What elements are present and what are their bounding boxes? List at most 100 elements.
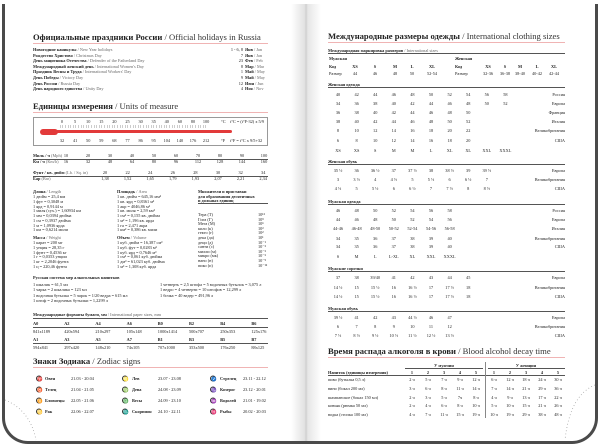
alcohol-measure: 1 шкалик = 61,5 мл <box>33 282 69 287</box>
holiday-name-ru: Новогодние каникулы <box>33 47 77 52</box>
women-hours: 30 ч <box>554 377 562 382</box>
zodiac-sign-icon: ♌ <box>122 375 129 382</box>
holiday-name-ru: Международный женский день <box>33 63 94 69</box>
size-cell: 44 ½ <box>408 315 417 320</box>
size-cell: 39/40 <box>370 275 381 280</box>
size-cell: 8 <box>467 186 470 191</box>
marking-title-ru: Международная маркировка размеров <box>328 48 404 53</box>
drink-name: шампанское (бокал 150 мл) <box>328 394 379 400</box>
bar-value: 1,65 <box>146 176 154 181</box>
size-cell: 40 <box>391 101 396 106</box>
zodiac-sign-icon: ♐ <box>210 375 217 382</box>
size-cell: 35 <box>354 244 359 249</box>
mass-item: 1 карат = 200 мг <box>33 240 63 246</box>
mph-value: 10 <box>63 153 69 158</box>
month-ru: Мар <box>245 63 254 69</box>
size-cell: 9 <box>392 324 395 329</box>
divider <box>33 318 268 319</box>
women-hours: 36 ч <box>554 385 562 391</box>
code-label: Код <box>455 64 463 69</box>
mph-value: 60 <box>173 153 179 158</box>
zodiac-dates: 21.04 - 21.05 <box>71 387 94 392</box>
psi-value: 26 <box>170 170 175 175</box>
size-cell: M <box>354 254 359 259</box>
size-cell: XXL <box>426 254 436 259</box>
size-cell: 50 <box>466 110 471 115</box>
alcohol-measure: 1 ведро = 4 четверти = 10 штофов = 12,29… <box>160 287 242 293</box>
size-cell: 8 <box>374 324 377 329</box>
speed-kmh-label-ru: Км / ч <box>33 159 45 164</box>
size-cell: 17 <box>428 294 434 299</box>
prefix-name: Мега (М) <box>198 221 216 227</box>
area-item: 1 га = 2,471 акра <box>117 222 148 228</box>
paper-title: Международные форматы бумаги, мм / Inter… <box>33 312 161 317</box>
kmh-value: 144 <box>238 159 246 164</box>
women-hours: 18 ч <box>522 377 530 382</box>
alcohol-measures-title: Русская система мер алкогольных напитков <box>33 275 120 280</box>
count-header: 2 <box>508 370 512 375</box>
marking-title: Международная маркировка размеров / Inte… <box>328 48 438 53</box>
size-cell: 20 <box>466 138 471 143</box>
celsius-tick-label: 60 <box>177 119 183 124</box>
size-cell: 38 <box>373 101 378 106</box>
divider <box>328 204 565 205</box>
holiday-name: День Победы / Victory Day <box>33 75 83 80</box>
planner-spread <box>2 4 598 444</box>
psi-value: 32 <box>238 170 243 175</box>
size-code: XL <box>429 64 435 69</box>
column-divider <box>485 362 486 418</box>
size-cell: 12 ½ <box>426 333 436 338</box>
men-hours: 9 ч <box>457 377 463 382</box>
speed-kmh-label-en: (Km/h) <box>44 159 59 164</box>
size-cell: 6 <box>392 186 395 191</box>
paper-format: B6 <box>251 321 257 326</box>
paper-size: 125x176 <box>251 329 267 334</box>
zodiac-sign-icon: ♒ <box>210 397 217 404</box>
mass-item: 1 г = 0,0353 унции <box>33 254 67 260</box>
size-cell: 46 <box>428 315 434 320</box>
size-cell: 34 <box>335 244 341 249</box>
size-group-title: Женская обувь <box>328 159 358 164</box>
thermometer-ticks <box>60 125 206 128</box>
count-header: 4 <box>458 370 462 375</box>
size-cell: 17 <box>428 285 434 290</box>
size-cell: 36 <box>373 236 378 241</box>
size-cell: 36 ½ <box>370 168 380 173</box>
size-cell: 34 <box>335 236 341 241</box>
zodiac-name: Козерог <box>220 387 236 392</box>
size-cell: 34 <box>335 101 341 106</box>
women-hours: 21 ч <box>538 403 546 409</box>
prefix-factor: 10⁻¹ <box>258 239 266 245</box>
paper-format: A5 <box>95 337 101 342</box>
book-gutter <box>291 4 321 441</box>
women-hours: 5 ч <box>491 403 497 409</box>
size-cell: 37 <box>335 275 341 280</box>
holiday-name: Международный женский день / Internation… <box>33 64 144 69</box>
pressure-bar-label-en: (Bar) <box>40 176 51 181</box>
men-hours: 11 ч <box>440 412 448 418</box>
size-cell: L <box>373 254 377 259</box>
size-cell: 4 <box>374 177 377 182</box>
mph-value: 80 <box>217 153 223 158</box>
country-label: Великобритания <box>534 324 565 329</box>
men-hours: 4 ч <box>409 412 415 418</box>
holiday-month: Янв / Jan <box>245 47 262 52</box>
celsius-tick-label: 10 <box>86 119 91 124</box>
men-hours: 19 ч <box>472 412 480 418</box>
fahrenheit-tick-label: 41 <box>72 138 78 143</box>
mph-value: 70 <box>195 153 201 158</box>
size-cell: 52 <box>503 101 508 106</box>
zodiac-name: Телец <box>45 387 57 392</box>
size-cell: 46 <box>354 217 359 222</box>
size-cell: 7 ½ <box>446 186 453 191</box>
size-cell: M <box>410 148 415 153</box>
volume-heading-ru: Объем <box>117 235 130 240</box>
count-header: 3 <box>442 370 446 375</box>
celsius-tick-label: 5 <box>74 119 77 124</box>
month-ru: Май <box>245 75 254 80</box>
women-hours: 13 ч <box>522 394 530 400</box>
country-label: Великобритания <box>534 236 565 241</box>
women-hours: 6 ч <box>491 377 497 382</box>
holiday-name: День России / Russia Day <box>33 81 80 86</box>
holiday-name-en: / International Women's Day <box>93 63 144 69</box>
